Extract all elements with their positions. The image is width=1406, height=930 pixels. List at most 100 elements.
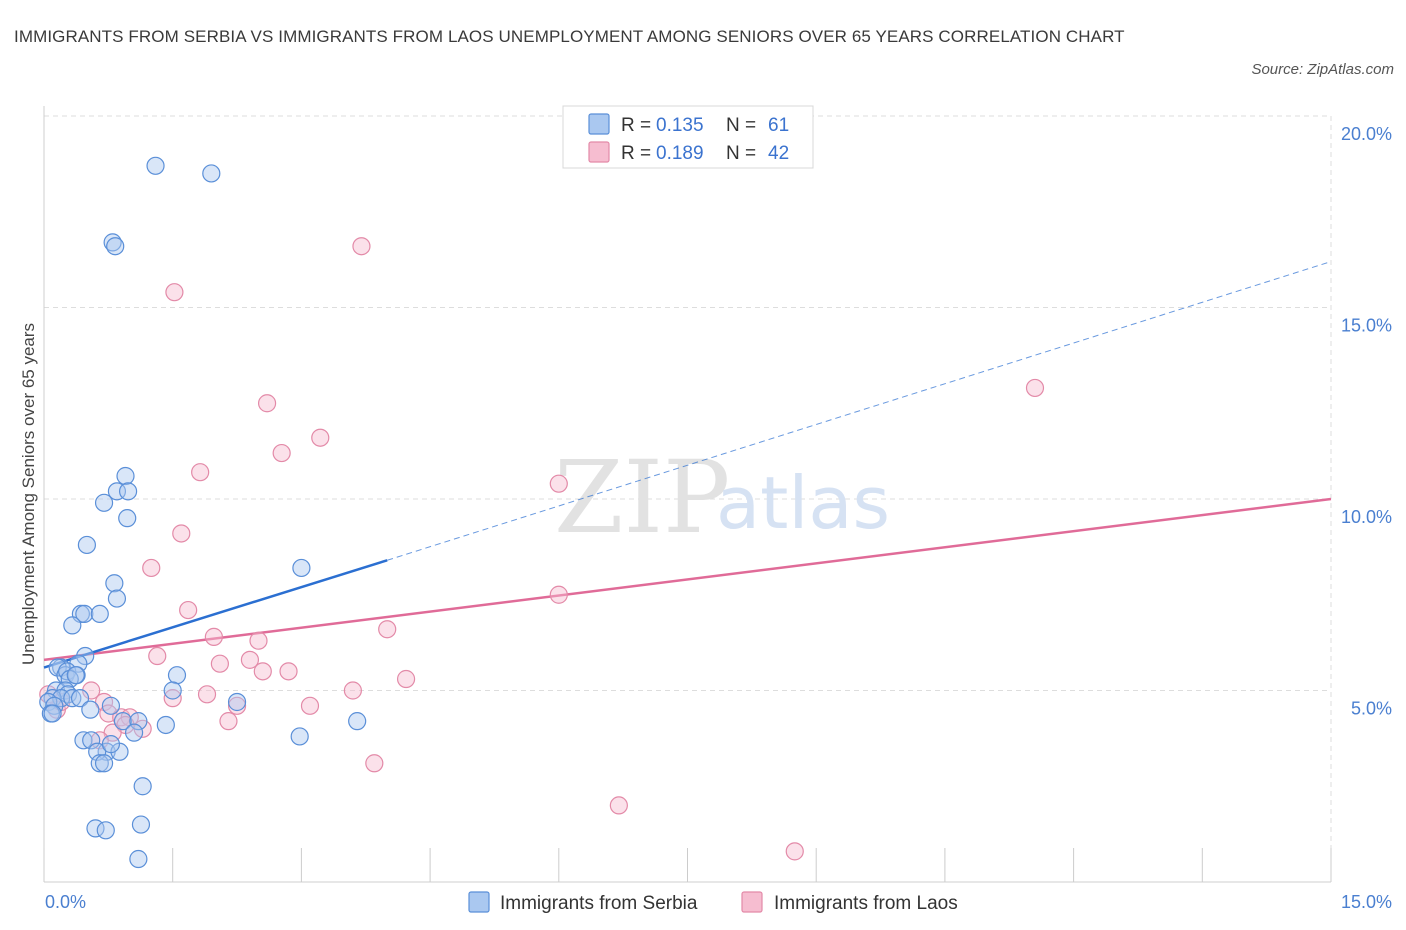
series-legend-swatch-laos (741, 891, 763, 913)
serbia-point (81, 700, 100, 719)
serbia-point (129, 849, 148, 869)
watermark-zip: ZIP (554, 439, 730, 556)
serbia-point (107, 589, 127, 608)
laos-point (227, 696, 247, 715)
legend-n-label-serbia: N = (726, 115, 756, 136)
series-legend-label-serbia: Immigrants from Serbia (500, 893, 698, 914)
legend-r-label-serbia: R = (621, 115, 651, 136)
laos-point (165, 283, 184, 302)
legend-r-label-laos: R = (621, 143, 651, 164)
laos-point (191, 463, 210, 482)
laos-point (240, 650, 260, 669)
legend-r-value-serbia: 0.135 (656, 115, 704, 136)
laos-point (300, 696, 320, 715)
serbia-point (90, 604, 109, 624)
serbia-point (227, 692, 247, 712)
series-legend-label-laos: Immigrants from Laos (774, 893, 958, 914)
axes (43, 106, 1332, 883)
legend-swatch-laos (588, 141, 610, 163)
serbia-point (63, 616, 82, 635)
serbia-point (66, 666, 85, 685)
serbia-point (116, 466, 135, 486)
laos-point (609, 796, 628, 815)
trend-lines (43, 261, 1332, 669)
serbia-point (43, 704, 62, 723)
y-tick-label: 20.0% (1341, 124, 1392, 144)
serbia-trend-line (43, 559, 388, 669)
serbia-point (82, 731, 101, 750)
laos-point (365, 754, 384, 773)
laos-point (210, 654, 229, 673)
series-legend-swatch-serbia (468, 891, 490, 913)
legend-n-value-serbia: 61 (768, 115, 789, 136)
legend-n-value-laos: 42 (768, 143, 789, 164)
serbia-point (133, 777, 152, 796)
laos-point (352, 237, 371, 256)
serbia-point (118, 482, 138, 501)
legend-swatch-serbia (588, 113, 610, 135)
x-tick-labels: 0.0% 15.0% (45, 892, 1392, 912)
laos-point (396, 669, 416, 689)
serbia-point (63, 689, 82, 708)
chart-title: IMMIGRANTS FROM SERBIA VS IMMIGRANTS FRO… (14, 27, 1125, 46)
watermark-atlas: atlas (716, 461, 890, 545)
x-tick-label: 0.0% (45, 892, 86, 912)
watermark: ZIP atlas (554, 439, 890, 556)
legend-n-label-laos: N = (726, 143, 756, 164)
serbia-point (167, 666, 187, 685)
serbia-point (94, 754, 114, 773)
laos-point (204, 627, 223, 646)
laos-point (163, 689, 182, 708)
serbia-point (129, 712, 148, 731)
laos-point (253, 662, 272, 681)
serbia-point (146, 156, 165, 175)
serbia-point (75, 604, 94, 624)
laos-point (549, 585, 568, 604)
serbia-point (90, 754, 109, 773)
y-tick-labels: 5.0% 10.0% 15.0% 20.0% (1341, 124, 1392, 719)
serbia-point (131, 815, 151, 834)
series-legend: Immigrants from Serbia Immigrants from L… (468, 891, 958, 914)
laos-point (172, 524, 191, 543)
x-tick-label: 15.0% (1341, 892, 1392, 912)
laos-point (148, 646, 167, 666)
serbia-point (74, 731, 93, 750)
legend-r-value-laos: 0.189 (656, 143, 704, 164)
serbia-point (106, 237, 125, 256)
serbia-point (76, 646, 95, 666)
serbia-point (124, 723, 144, 742)
serbia-point (88, 742, 107, 761)
serbia-point (96, 821, 115, 840)
y-tick-label: 5.0% (1351, 699, 1392, 719)
laos-point (785, 842, 804, 861)
serbia-point (348, 712, 367, 731)
serbia-point (70, 689, 90, 708)
stats-legend: R = 0.135 N = 61 R = 0.189 N = 42 (562, 105, 814, 169)
serbia-point (48, 658, 67, 677)
laos-point (197, 685, 217, 704)
y-axis-label: Unemployment Among Seniors over 65 years (19, 323, 38, 665)
laos-point (257, 394, 277, 413)
laos-point (219, 712, 238, 731)
laos-point (272, 443, 291, 463)
serbia-point (101, 696, 121, 715)
laos-point (311, 428, 330, 447)
serbia-point (113, 712, 133, 731)
chart-source: Source: ZipAtlas.com (1251, 61, 1394, 78)
serbia-point (105, 574, 124, 593)
data-points (39, 156, 1045, 869)
serbia-trend-extrapolation (387, 261, 1332, 561)
serbia-point (290, 727, 309, 746)
serbia-point (292, 558, 311, 578)
serbia-point (202, 164, 221, 183)
laos-point (249, 631, 268, 650)
serbia-point (77, 535, 97, 555)
laos-point (1025, 378, 1045, 398)
serbia-point (163, 681, 182, 700)
laos-point (142, 558, 161, 578)
laos-trend-line (43, 497, 1332, 662)
y-tick-label: 10.0% (1341, 507, 1392, 527)
laos-point (279, 662, 298, 681)
serbia-point (94, 493, 114, 512)
